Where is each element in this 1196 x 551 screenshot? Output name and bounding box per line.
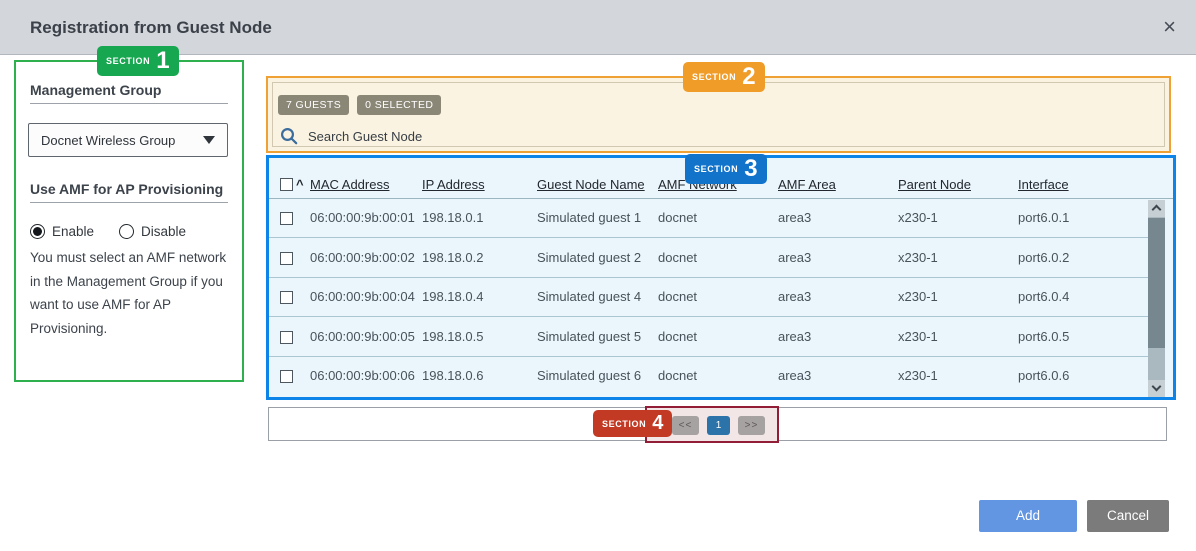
management-panel [14,60,244,382]
cell-area: area3 [778,368,812,383]
header-amf-area[interactable]: AMF Area [778,177,836,192]
select-all-checkbox[interactable] [280,178,293,191]
management-group-label: Management Group [30,82,162,98]
cell-mac: 06:00:00:9b:00:04 [310,289,415,304]
table-row[interactable]: 06:00:00:9b:00:01 198.18.0.1 Simulated g… [269,199,1148,238]
guest-count-badge: 7 GUESTS [278,95,350,115]
table-row[interactable]: 06:00:00:9b:00:04 198.18.0.4 Simulated g… [269,278,1148,317]
search-guest-input[interactable]: Search Guest Node [280,127,422,145]
cell-area: area3 [778,289,812,304]
header-parent-node[interactable]: Parent Node [898,177,971,192]
header-divider [269,198,1173,199]
cell-interface: port6.0.1 [1018,210,1070,225]
cell-name: Simulated guest 5 [537,329,642,344]
cell-ip: 198.18.0.1 [422,210,484,225]
table-header-row: ^ MAC Address IP Address Guest Node Name… [269,170,1148,199]
search-placeholder: Search Guest Node [308,128,423,144]
selected-count-badge: 0 SELECTED [357,95,442,115]
cell-parent: x230-1 [898,250,938,265]
cell-area: area3 [778,250,812,265]
scrollbar-thumb[interactable] [1148,218,1165,348]
cell-name: Simulated guest 2 [537,250,642,265]
provisioning-label: Use AMF for AP Provisioning [30,181,224,197]
management-group-value: Docnet Wireless Group [41,132,176,148]
cell-ip: 198.18.0.6 [422,368,484,383]
provisioning-radio-group: Enable Disable [30,224,228,239]
count-badges: 7 GUESTS 0 SELECTED [278,95,442,115]
row-checkbox[interactable] [280,252,293,265]
sort-ascending-icon[interactable]: ^ [296,177,304,192]
cell-mac: 06:00:00:9b:00:02 [310,250,415,265]
pagination-next-button[interactable]: >> [738,416,765,435]
enable-radio[interactable] [30,224,45,239]
cell-network: docnet [658,368,698,383]
management-group-select[interactable]: Docnet Wireless Group [28,123,228,157]
cell-parent: x230-1 [898,368,938,383]
cell-network: docnet [658,289,698,304]
cell-area: area3 [778,210,812,225]
section-3-badge: SECTION 3 [685,154,767,184]
cell-ip: 198.18.0.4 [422,289,484,304]
search-icon [280,127,298,145]
row-checkbox[interactable] [280,212,293,225]
table-row[interactable]: 06:00:00:9b:00:06 198.18.0.6 Simulated g… [269,357,1148,396]
disable-radio-label: Disable [141,224,187,239]
dialog-title: Registration from Guest Node [30,18,272,37]
dialog-header [0,0,1196,55]
cell-interface: port6.0.6 [1018,368,1070,383]
cell-network: docnet [658,250,698,265]
header-guest-node-name[interactable]: Guest Node Name [537,177,645,192]
header-interface[interactable]: Interface [1018,177,1069,192]
cell-mac: 06:00:00:9b:00:06 [310,368,415,383]
scroll-up-button[interactable] [1148,200,1165,217]
chevron-down-icon [1151,381,1162,392]
row-checkbox[interactable] [280,370,293,383]
cell-name: Simulated guest 4 [537,289,642,304]
row-checkbox[interactable] [280,291,293,304]
cell-parent: x230-1 [898,210,938,225]
cell-mac: 06:00:00:9b:00:01 [310,210,415,225]
cell-interface: port6.0.2 [1018,250,1070,265]
table-row[interactable]: 06:00:00:9b:00:05 198.18.0.5 Simulated g… [269,318,1148,357]
cell-area: area3 [778,329,812,344]
add-button[interactable]: Add [979,500,1077,532]
cell-interface: port6.0.4 [1018,289,1070,304]
cell-name: Simulated guest 1 [537,210,642,225]
cell-parent: x230-1 [898,289,938,304]
table-row[interactable]: 06:00:00:9b:00:02 198.18.0.2 Simulated g… [269,239,1148,278]
pagination-page-1-button[interactable]: 1 [707,416,730,435]
disable-radio[interactable] [119,224,135,239]
chevron-down-icon [203,136,215,144]
cell-network: docnet [658,329,698,344]
close-icon[interactable]: × [1163,14,1176,39]
pagination-prev-button[interactable]: << [672,416,699,435]
section-4-badge: SECTION 4 [593,410,673,437]
section-1-badge: SECTION 1 [97,46,179,76]
table-scrollbar[interactable] [1148,200,1165,397]
cell-parent: x230-1 [898,329,938,344]
provisioning-help-text: You must select an AMF network in the Ma… [30,250,227,336]
section-2-badge: SECTION 2 [683,62,765,92]
header-ip-address[interactable]: IP Address [422,177,485,192]
cancel-button[interactable]: Cancel [1087,500,1169,532]
divider [30,202,228,203]
cell-interface: port6.0.5 [1018,329,1070,344]
divider [30,103,228,104]
chevron-up-icon [1151,204,1162,215]
header-mac-address[interactable]: MAC Address [310,177,390,192]
row-checkbox[interactable] [280,331,293,344]
cell-network: docnet [658,210,698,225]
cell-ip: 198.18.0.2 [422,250,484,265]
scroll-down-button[interactable] [1148,380,1165,397]
cell-ip: 198.18.0.5 [422,329,484,344]
cell-name: Simulated guest 6 [537,368,642,383]
enable-radio-label: Enable [52,224,95,239]
cell-mac: 06:00:00:9b:00:05 [310,329,415,344]
